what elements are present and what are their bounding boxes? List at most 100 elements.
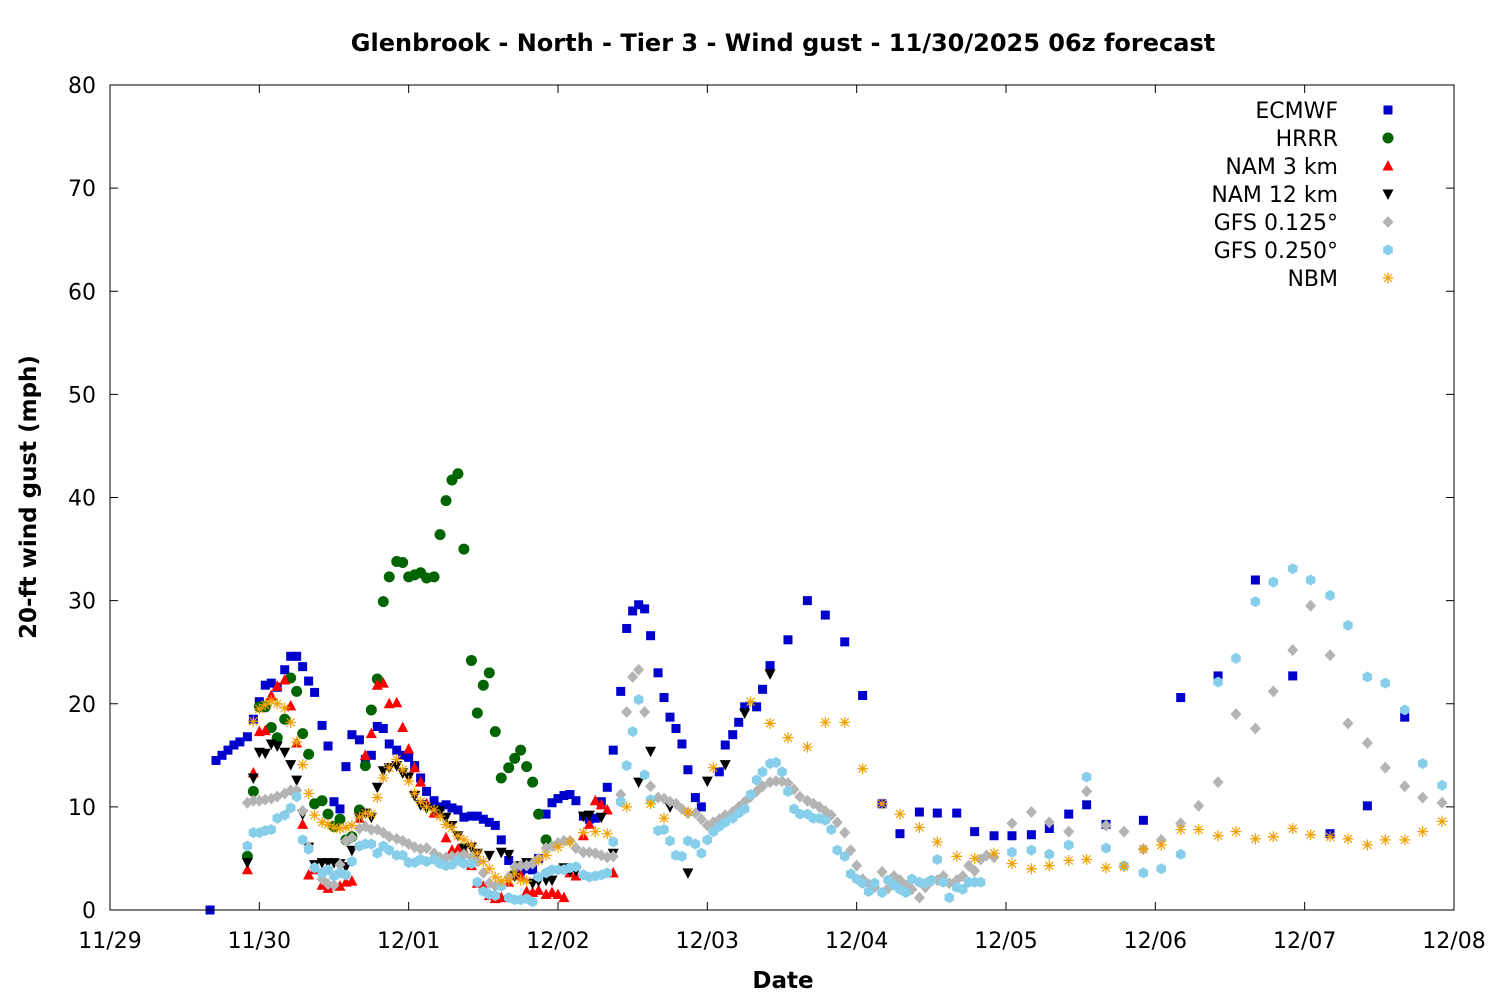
data-point xyxy=(932,808,942,818)
data-point xyxy=(242,732,252,742)
data-point xyxy=(265,695,277,707)
data-point xyxy=(696,802,706,812)
data-point xyxy=(377,596,389,608)
data-point xyxy=(459,812,469,822)
x-tick-label: 12/06 xyxy=(1124,929,1187,954)
data-point xyxy=(297,834,308,846)
data-point xyxy=(1324,831,1336,843)
data-point xyxy=(235,737,245,747)
data-point xyxy=(981,849,993,862)
data-point xyxy=(472,811,482,821)
data-point xyxy=(328,822,340,833)
data-point xyxy=(944,892,954,904)
data-point xyxy=(466,858,477,870)
data-point xyxy=(440,831,452,843)
legend-marker xyxy=(1383,105,1393,115)
data-point xyxy=(271,741,283,753)
data-point xyxy=(260,680,270,690)
y-tick-label: 0 xyxy=(82,899,96,924)
data-point xyxy=(1138,815,1148,825)
data-point xyxy=(1343,619,1353,631)
data-point xyxy=(371,782,383,794)
data-point xyxy=(1305,829,1317,841)
data-point xyxy=(359,760,371,772)
data-point xyxy=(952,808,962,818)
data-point xyxy=(1100,819,1112,832)
data-point xyxy=(719,760,731,771)
data-point xyxy=(764,717,776,729)
data-point xyxy=(1044,824,1054,834)
data-point xyxy=(359,807,371,819)
data-point xyxy=(458,543,470,555)
plot-frame xyxy=(109,84,1455,911)
data-point xyxy=(533,855,545,866)
data-point xyxy=(1026,844,1037,856)
data-point xyxy=(392,745,402,755)
data-point xyxy=(229,740,239,750)
data-point xyxy=(1305,599,1317,612)
data-point xyxy=(398,750,408,760)
data-point xyxy=(932,854,943,865)
data-point xyxy=(877,887,887,898)
data-point xyxy=(509,752,521,764)
data-point xyxy=(377,766,389,777)
data-point xyxy=(471,707,483,719)
data-point xyxy=(383,697,395,709)
data-point xyxy=(665,712,675,722)
data-point xyxy=(404,752,414,762)
data-point xyxy=(421,801,433,813)
data-point xyxy=(901,887,911,898)
data-point xyxy=(682,868,694,879)
data-point xyxy=(353,811,365,823)
data-point xyxy=(346,875,358,886)
data-point xyxy=(434,810,446,822)
data-point xyxy=(876,798,888,810)
axis-ticks: 0 10 20 30 40 50 60 70 80 11/29 11/30 12/01 12/02 12/… xyxy=(68,74,1486,954)
data-point xyxy=(489,871,501,883)
data-point xyxy=(801,741,813,753)
data-point xyxy=(677,739,687,749)
data-point xyxy=(840,850,850,862)
data-point xyxy=(484,817,494,827)
data-point xyxy=(503,874,515,886)
data-point xyxy=(1437,779,1447,791)
data-point xyxy=(346,819,358,831)
data-point xyxy=(272,812,282,824)
data-point xyxy=(640,604,650,614)
data-point xyxy=(571,796,581,806)
data-point xyxy=(1081,771,1092,783)
data-point xyxy=(1230,826,1242,838)
data-point xyxy=(471,847,483,859)
data-point xyxy=(1081,853,1093,865)
data-point xyxy=(477,866,489,879)
data-point xyxy=(621,760,632,772)
data-point xyxy=(552,888,564,900)
data-point xyxy=(459,858,469,870)
data-point xyxy=(1138,867,1149,879)
data-point xyxy=(839,716,851,728)
y-tick-label: 30 xyxy=(68,590,96,615)
data-point xyxy=(504,856,514,865)
data-point xyxy=(571,861,581,873)
y-tick-label: 40 xyxy=(68,487,96,512)
data-point xyxy=(359,749,371,760)
data-point xyxy=(428,571,440,583)
data-point xyxy=(720,740,730,750)
chart-title: Glenbrook - North - Tier 3 - Wind gust -… xyxy=(351,29,1215,57)
data-point xyxy=(1176,693,1186,703)
data-point xyxy=(366,838,377,850)
data-point xyxy=(553,794,563,804)
data-point xyxy=(863,885,874,897)
data-point xyxy=(1362,671,1373,683)
legend-label: NBM xyxy=(1287,267,1338,292)
data-point xyxy=(1063,825,1075,838)
data-point xyxy=(1250,596,1261,608)
data-point xyxy=(440,812,452,824)
data-point xyxy=(1006,858,1018,870)
data-point xyxy=(970,827,980,837)
data-point xyxy=(217,750,227,760)
legend-marker xyxy=(1383,244,1393,256)
data-point xyxy=(1231,652,1241,664)
data-point xyxy=(589,826,601,838)
data-point xyxy=(577,846,589,859)
